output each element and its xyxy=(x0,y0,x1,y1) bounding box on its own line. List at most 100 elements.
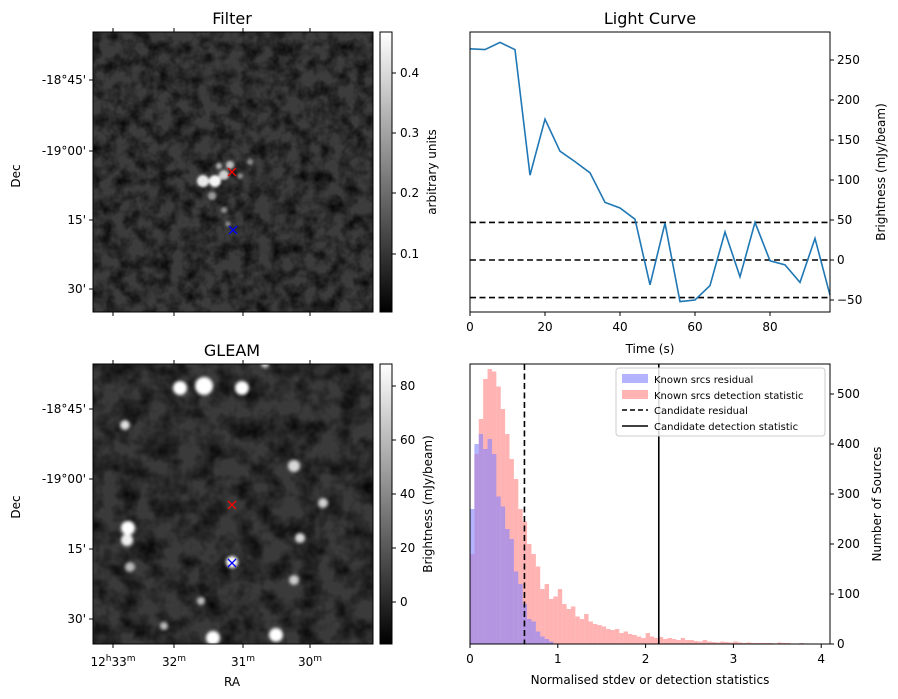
known-detection-bar xyxy=(685,640,690,644)
known-residual-bar xyxy=(540,636,545,644)
histogram-panel: 0 1 2 3 4 0 100 200 300 400 500 Normalised stdev … xyxy=(466,363,884,687)
known-residual-bar xyxy=(474,444,479,644)
xtick-label-sup: m xyxy=(246,654,255,664)
filter-colorbar: 0.4 0.3 0.2 0.1 arbitrary units xyxy=(379,31,439,313)
known-detection-bar xyxy=(518,509,523,644)
light-curve-xlabel: Time (s) xyxy=(625,342,675,356)
colorbar-tick: 0.2 xyxy=(400,186,419,200)
known-detection-bar xyxy=(592,624,598,644)
known-detection-bar xyxy=(667,638,672,644)
histogram-ylabel: Number of Sources xyxy=(870,447,884,562)
xtick-label-ra: 30m xyxy=(298,654,322,669)
ytick-label: 250 xyxy=(837,53,860,67)
known-detection-bar xyxy=(671,639,677,644)
ytick-label: 50 xyxy=(837,213,852,227)
ytick-label: 0 xyxy=(837,253,845,267)
ytick-label: 15' xyxy=(67,213,86,227)
gleam-image xyxy=(93,364,373,644)
known-detection-bar xyxy=(527,544,532,644)
known-detection-bar xyxy=(531,554,536,644)
known-residual-bar xyxy=(496,496,501,644)
light-curve-panel: Light Curve 0 20 40 60 80 −50 0 50 100 150 200 250… xyxy=(466,9,888,356)
known-residual-bar xyxy=(500,506,506,644)
colorbar-tick: 20 xyxy=(400,541,415,555)
known-residual-bar xyxy=(478,434,484,644)
known-detection-bar xyxy=(553,596,558,644)
histogram-xticks: 0 1 2 3 4 xyxy=(466,644,825,666)
known-source-marker xyxy=(227,558,237,568)
known-detection-bar xyxy=(729,642,734,644)
known-detection-bar xyxy=(614,629,620,644)
gleam-title: GLEAM xyxy=(204,341,260,360)
legend-label: Candidate detection statistic xyxy=(654,422,798,433)
xtick-label: 4 xyxy=(817,652,825,666)
xtick-label-part: 30 xyxy=(298,655,313,669)
ytick-label: 30' xyxy=(67,282,86,296)
filter-image xyxy=(93,32,373,312)
histogram-legend: Known srcs residual Known srcs detection… xyxy=(615,367,826,437)
known-residual-bar xyxy=(518,584,523,644)
known-residual-bar xyxy=(531,621,536,644)
xtick-label-part: 32 xyxy=(162,655,177,669)
known-detection-bar xyxy=(658,637,664,644)
known-detection-bar xyxy=(636,636,642,644)
colorbar-tick: 0.3 xyxy=(400,126,419,140)
known-detection-bar xyxy=(601,626,607,644)
known-detection-bar xyxy=(707,641,712,644)
xtick-label-sup: m xyxy=(127,654,136,664)
xtick-label: 3 xyxy=(730,652,738,666)
known-detection-bar xyxy=(513,479,519,644)
legend-swatch-known-residual xyxy=(622,374,648,383)
xtick-label-ra: 12h33m xyxy=(90,654,135,669)
xtick-label-sup: m xyxy=(177,654,186,664)
known-detection-bar xyxy=(724,642,730,644)
light-curve-ylabel: Brightness (mJy/beam) xyxy=(874,103,888,241)
ytick-label: 300 xyxy=(837,487,860,501)
known-residual-bar xyxy=(483,449,488,644)
known-detection-bar xyxy=(777,642,782,644)
known-detection-bar xyxy=(689,640,694,644)
gleam-yticks: -18°45' -19°00' 15' 30' xyxy=(42,402,93,626)
xtick-label: 40 xyxy=(612,320,627,334)
light-curve-plot xyxy=(469,41,831,303)
histogram-yticks: 0 100 200 300 400 500 xyxy=(830,387,860,651)
known-residual-bar xyxy=(470,509,475,644)
known-detection-bar xyxy=(654,638,659,644)
colorbar-label: Brightness (mJy/beam) xyxy=(421,435,435,573)
light-curve-line xyxy=(469,41,831,303)
known-detection-bar xyxy=(628,634,633,644)
filter-title: Filter xyxy=(212,9,252,28)
known-detection-bar xyxy=(702,640,708,644)
known-detection-bar xyxy=(597,625,602,644)
ytick-label: -18°45' xyxy=(42,402,86,416)
gleam-xticks xyxy=(112,360,311,648)
xtick-label-part: 33 xyxy=(111,655,126,669)
known-detection-bar xyxy=(698,641,703,644)
candidate-marker xyxy=(227,167,237,177)
known-residual-bar xyxy=(544,639,550,644)
known-detection-bar xyxy=(663,639,668,644)
known-residual-bar xyxy=(509,539,514,644)
colorbar-tick: 0.1 xyxy=(400,247,419,261)
known-detection-bar xyxy=(544,584,550,644)
filter-markers xyxy=(227,167,238,235)
colorbar-tick: 40 xyxy=(400,487,415,501)
gleam-xlabel: RA xyxy=(224,675,241,689)
gleam-xtick-labels: 12h33m 32m 31m 30m xyxy=(90,654,322,669)
known-detection-bar xyxy=(562,604,567,644)
xtick-label-ra: 31m xyxy=(231,654,255,669)
known-detection-bar xyxy=(619,633,624,644)
ytick-label: 400 xyxy=(837,437,860,451)
known-residual-bar xyxy=(505,529,510,644)
legend-label: Known srcs detection statistic xyxy=(654,391,803,402)
ytick-label: −50 xyxy=(837,293,862,307)
known-residual-bar xyxy=(491,454,497,644)
histogram-xlabel: Normalised stdev or detection statistics xyxy=(531,673,770,687)
xtick-label-ra: 32m xyxy=(162,654,186,669)
histogram-plot xyxy=(470,364,830,644)
known-detection-bar xyxy=(641,638,646,644)
known-residual-bar xyxy=(513,571,519,644)
ytick-label: -19°00' xyxy=(42,472,86,486)
ytick-label: 0 xyxy=(837,637,845,651)
